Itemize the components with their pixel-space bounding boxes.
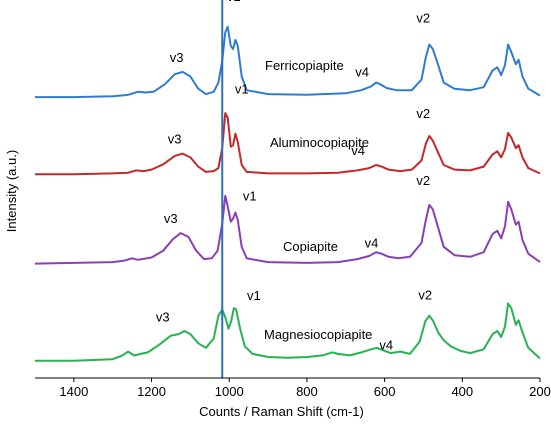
x-tick-label: 1400 [59, 384, 88, 399]
peak-label-v3-copiapite: v3 [164, 211, 178, 226]
series-label-copiapite: Copiapite [283, 239, 338, 254]
peak-label-v4-ferricopiapite: v4 [355, 65, 369, 80]
peak-label-v1-magnesiocopiapite: v1 [247, 288, 261, 303]
peak-label-v2-copiapite: v2 [416, 173, 430, 188]
y-axis-title: Intensity (a.u.) [4, 150, 19, 232]
peak-label-v2-ferricopiapite: v2 [416, 11, 430, 26]
peak-label-v4-copiapite: v4 [365, 236, 379, 251]
x-tick-label: 600 [374, 384, 396, 399]
series-layer [34, 0, 541, 378]
series-label-aluminocopiapite: Aluminocopiapite [270, 135, 369, 150]
series-line-copiapite [34, 194, 541, 265]
x-ticks: 1400 1200 1000 800 600 400 200 [59, 378, 551, 399]
series-line-aluminocopiapite [35, 112, 541, 176]
x-tick-label: 1200 [137, 384, 166, 399]
axis-layer: 1400 1200 1000 800 600 400 200 Counts / Raman … [4, 150, 551, 419]
annotation-layer: Ferricopiapite v3 v1 v4 v2 Aluminocopiapite v3… [156, 0, 432, 353]
peak-label-v3-ferricopiapite: v3 [170, 50, 184, 65]
x-tick-label: 400 [451, 384, 473, 399]
series-line-magnesiocopiapite [35, 302, 541, 362]
peak-label-v1-copiapite: v1 [243, 188, 257, 203]
x-tick-label: 800 [296, 384, 318, 399]
peak-label-v2-magnesiocopiapite: v2 [418, 288, 432, 303]
peak-label-v2-aluminocopiapite: v2 [416, 106, 430, 121]
peak-label-v3-magnesiocopiapite: v3 [156, 310, 170, 325]
x-tick-label: 1000 [215, 384, 244, 399]
series-label-ferricopiapite: Ferricopiapite [265, 58, 344, 73]
peak-label-v1-aluminocopiapite: v1 [235, 82, 249, 97]
series-label-magnesiocopiapite: Magnesiocopiapite [264, 327, 372, 342]
series-line-ferricopiapite [35, 25, 541, 99]
x-axis-title: Counts / Raman Shift (cm-1) [199, 404, 364, 419]
peak-label-v4-aluminocopiapite: v4 [351, 143, 365, 158]
x-tick-label: 200 [529, 384, 551, 399]
peak-label-v3-aluminocopiapite: v3 [168, 132, 182, 147]
peak-label-v4-magnesiocopiapite: v4 [379, 338, 393, 353]
peak-label-v1-ferricopiapite: v1 [227, 0, 241, 4]
